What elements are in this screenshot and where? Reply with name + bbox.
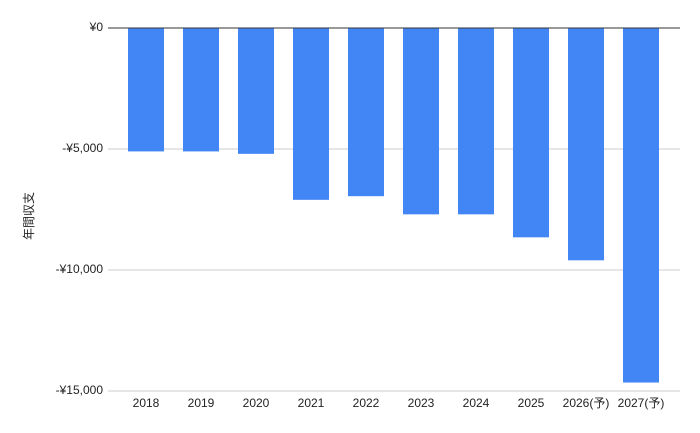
x-tick-label: 2025 — [518, 396, 545, 410]
x-tick-label: 2024 — [463, 396, 490, 410]
y-tick-label: -¥15,000 — [56, 383, 104, 397]
bar — [403, 28, 439, 215]
y-tick-label: ¥0 — [89, 20, 104, 34]
bar — [128, 28, 164, 152]
x-tick-label: 2019 — [188, 396, 215, 410]
bar — [458, 28, 494, 215]
bar — [238, 28, 274, 154]
bar — [348, 28, 384, 197]
bar — [183, 28, 219, 152]
bar — [513, 28, 549, 238]
y-axis-label: 年間収支 — [22, 192, 36, 240]
y-tick-label: -¥10,000 — [56, 262, 104, 276]
x-tick-label: 2020 — [243, 396, 270, 410]
bar — [623, 28, 659, 383]
y-tick-label: -¥5,000 — [62, 141, 103, 155]
bar — [293, 28, 329, 200]
x-tick-label: 2018 — [133, 396, 160, 410]
x-tick-label: 2022 — [353, 396, 380, 410]
x-tick-label: 2023 — [408, 396, 435, 410]
bar — [568, 28, 604, 261]
x-tick-label: 2026(予) — [563, 396, 610, 410]
x-tick-label: 2027(予) — [618, 396, 665, 410]
x-tick-label: 2021 — [298, 396, 325, 410]
